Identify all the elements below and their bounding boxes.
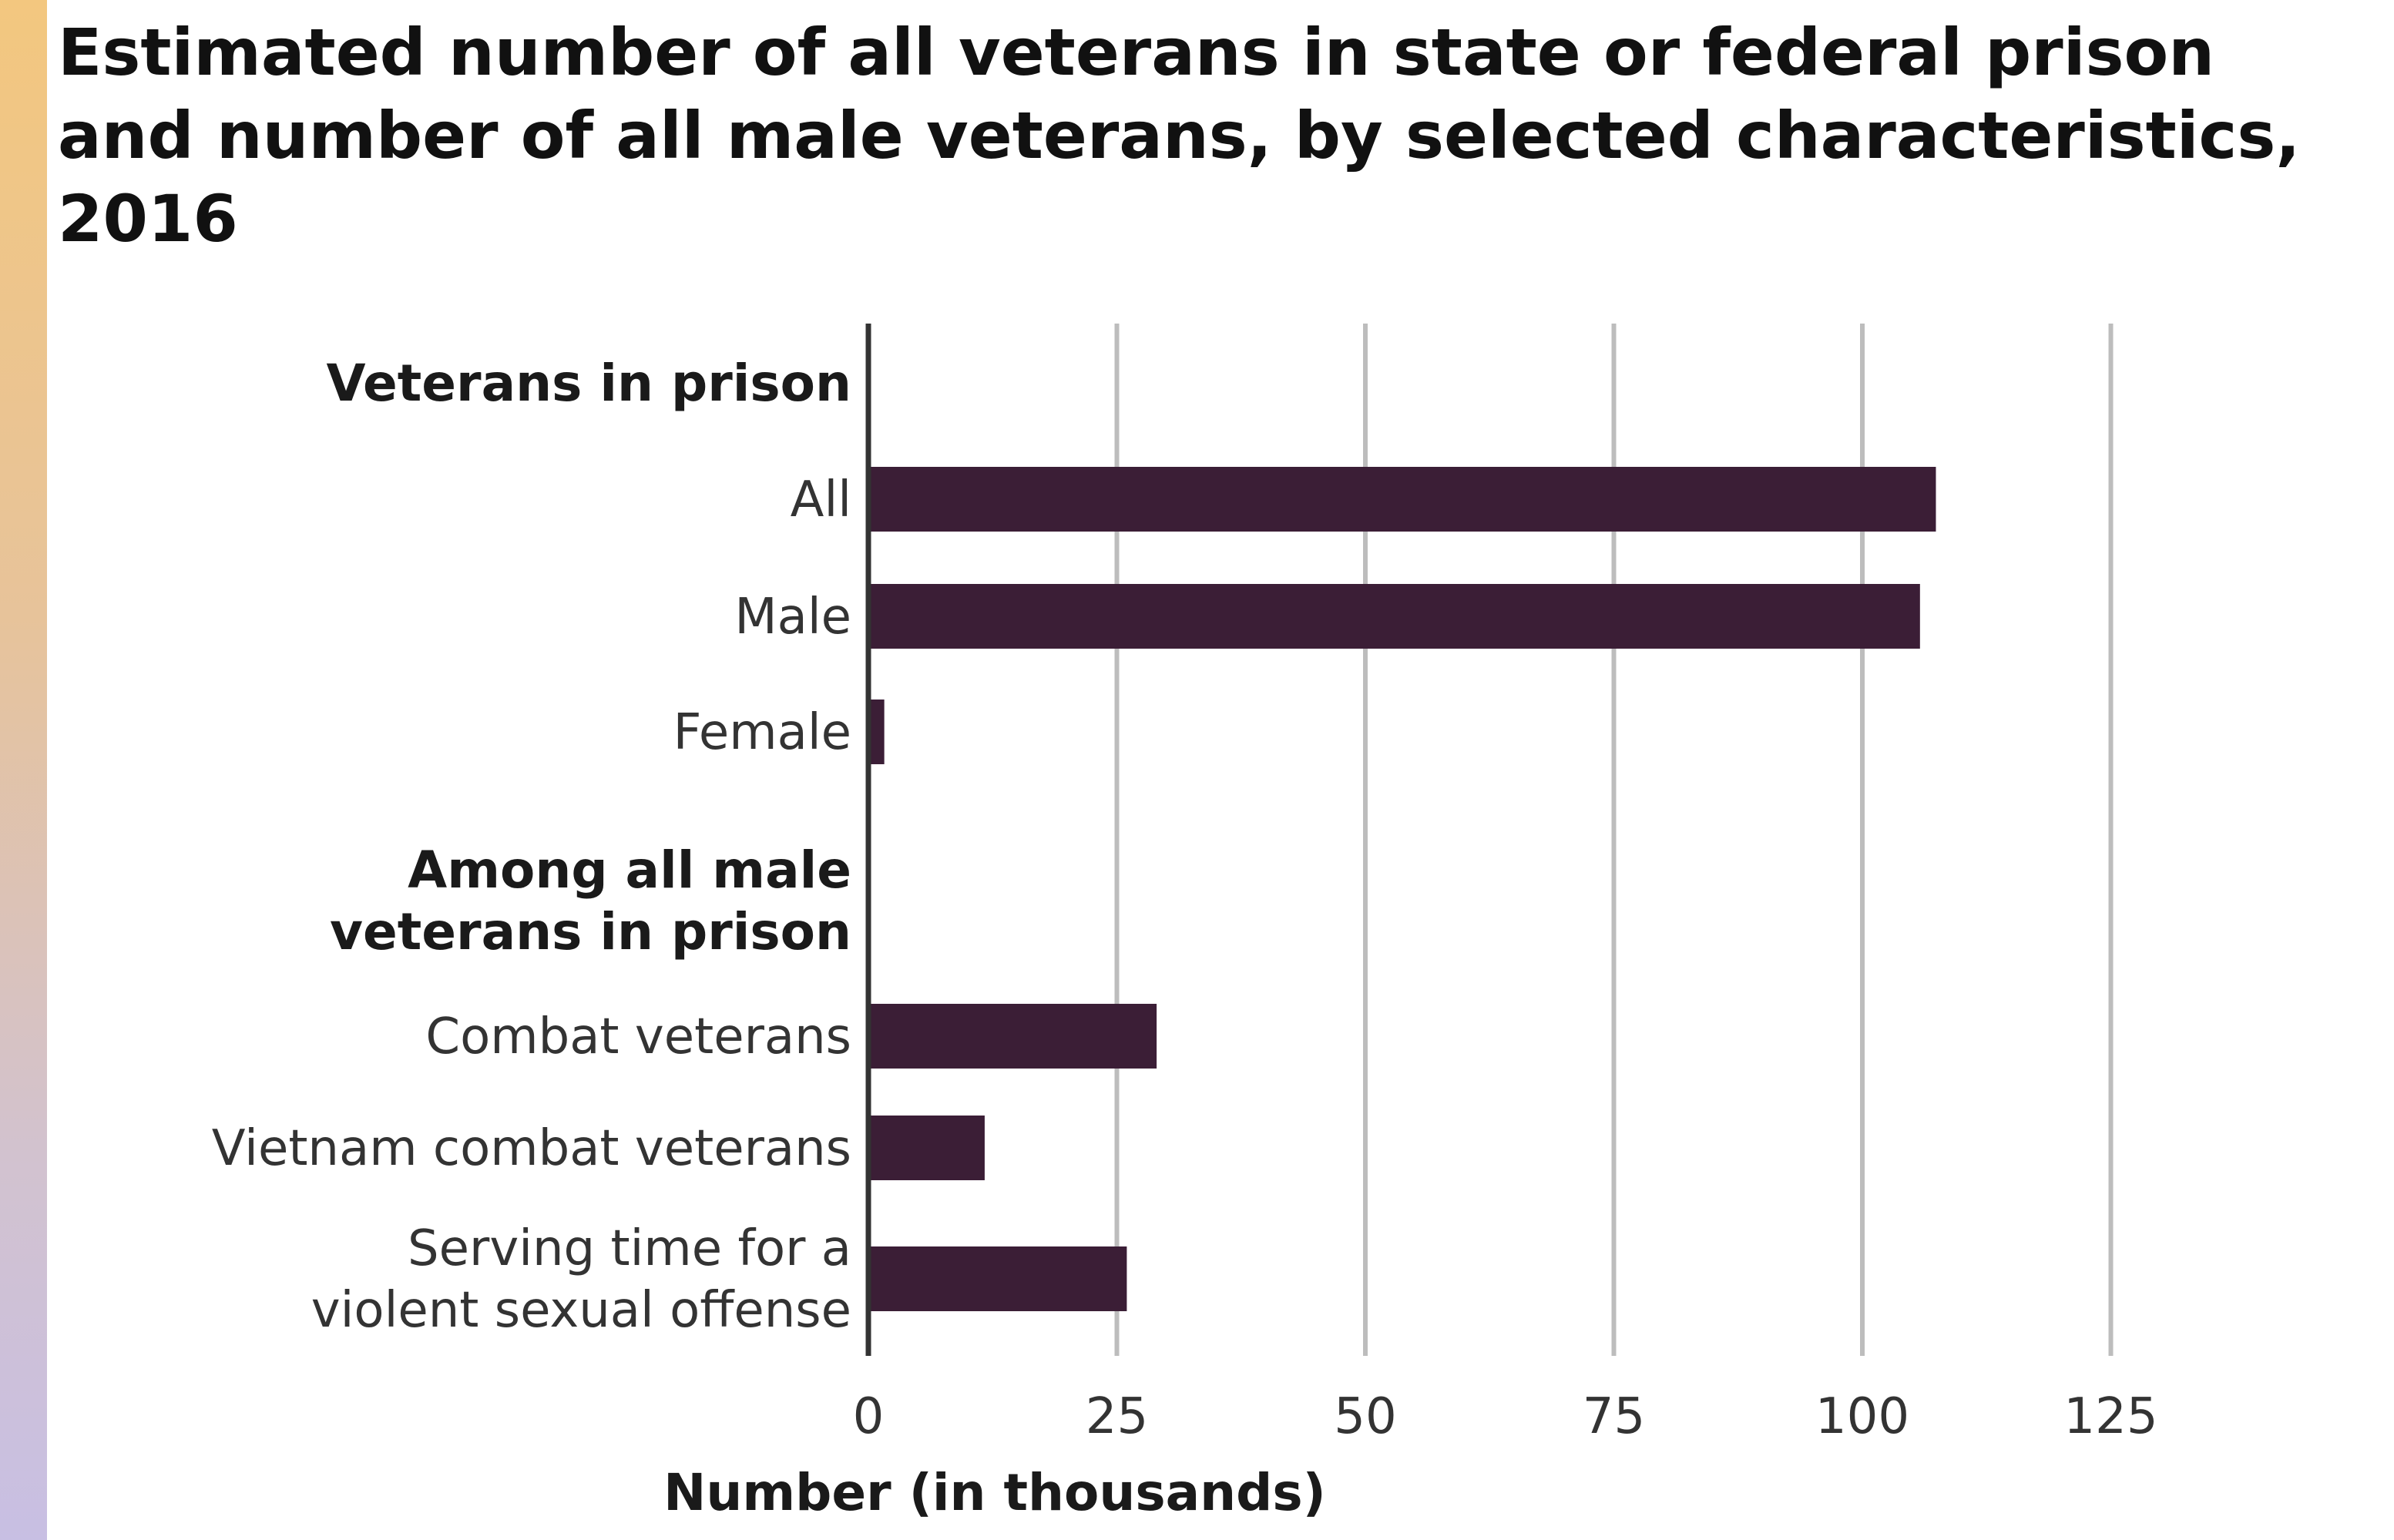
chart-title: Estimated number of all veterans in stat…: [58, 15, 2301, 257]
category-label-0-0: All: [791, 471, 851, 528]
bar-1-1: [868, 1116, 985, 1180]
chart-panel: Estimated number of all veterans in stat…: [47, 0, 2394, 1540]
bar-chart: Veterans in prison All Male Female Among all…: [212, 324, 2158, 1522]
bar-0-2: [868, 700, 885, 764]
x-tick-label-75: 75: [1583, 1388, 1645, 1445]
x-tick-label-25: 25: [1086, 1388, 1148, 1445]
x-tick-label-50: 50: [1334, 1388, 1396, 1445]
x-tick-label-125: 125: [2063, 1388, 2157, 1445]
category-labels: Veterans in prison All Male Female Among all…: [212, 354, 851, 1339]
bar-0-0: [868, 467, 1936, 532]
group-label-0: Veterans in prison: [327, 354, 852, 413]
bar-0-1: [868, 584, 1920, 649]
category-label-1-0: Combat veterans: [425, 1008, 851, 1065]
x-tick-label-100: 100: [1815, 1388, 1909, 1445]
group-label-1: Among all male: [408, 840, 851, 900]
group-label-1: veterans in prison: [330, 902, 851, 961]
bar-1-2: [868, 1246, 1127, 1311]
category-label-0-1: Male: [734, 589, 851, 646]
category-label-0-2: Female: [673, 704, 851, 761]
x-tick-label-0: 0: [853, 1388, 885, 1445]
category-label-1-2: violent sexual offense: [311, 1282, 851, 1339]
bar-1-0: [868, 1004, 1157, 1069]
category-label-1-2: Serving time for a: [408, 1220, 851, 1277]
bars: [868, 467, 1936, 1311]
x-axis-ticks: 0 25 50 75 100 125: [853, 1388, 2158, 1445]
x-axis-title: Number (in thousands): [663, 1463, 1326, 1522]
category-label-1-1: Vietnam combat veterans: [212, 1120, 851, 1177]
